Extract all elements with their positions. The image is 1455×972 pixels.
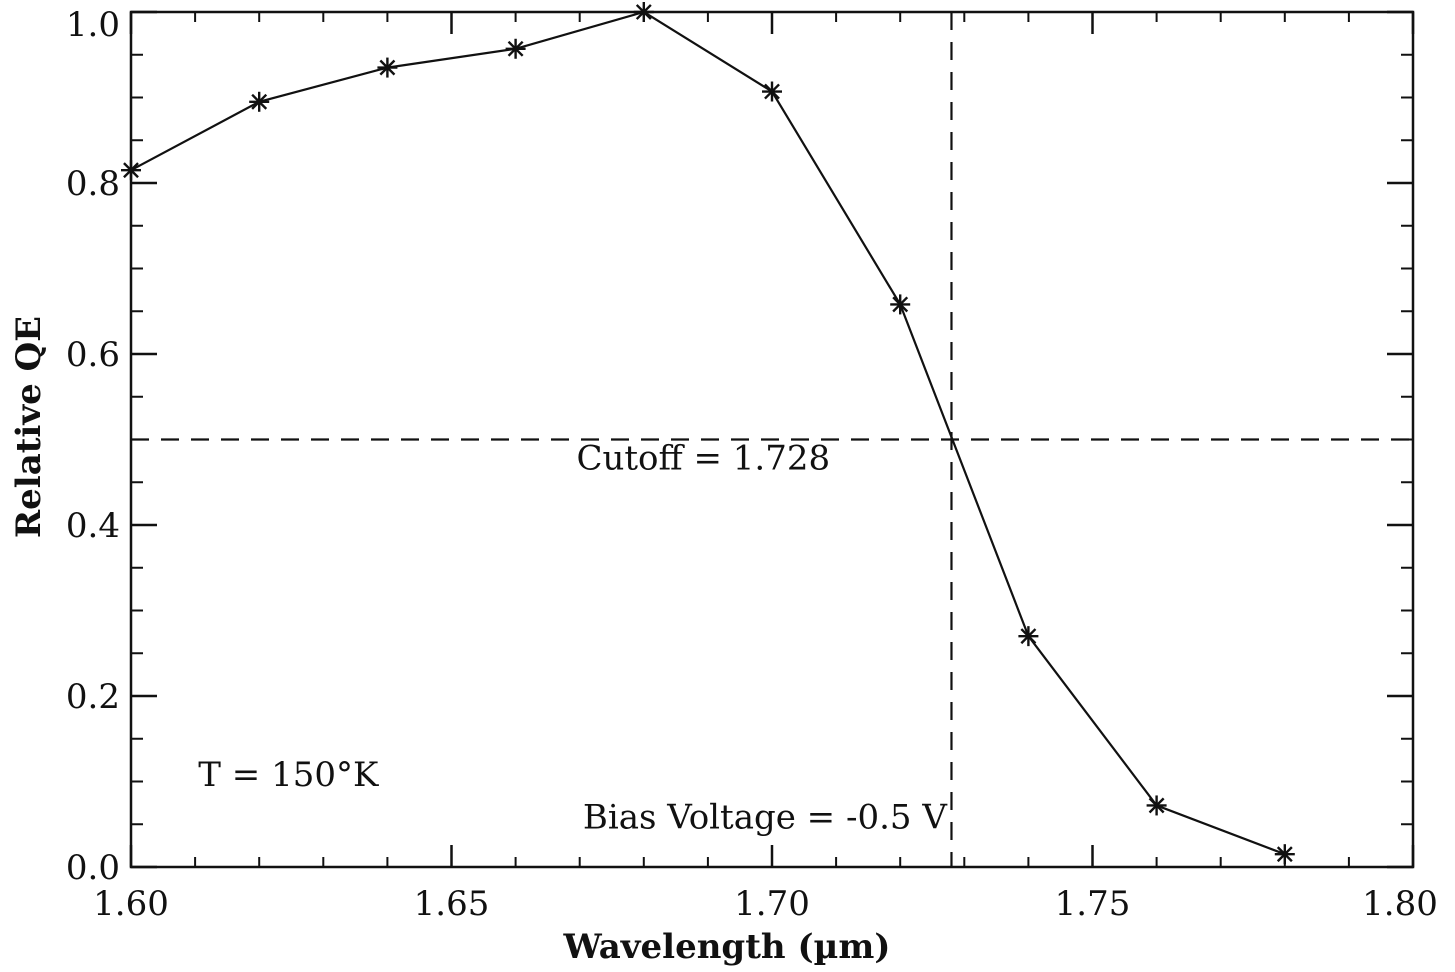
x-tick-labels: 1.60 1.65 1.70 1.75 1.80 xyxy=(93,884,1438,924)
data-point-marker xyxy=(249,91,270,112)
data-point-marker xyxy=(505,38,526,59)
x-tick-label: 1.65 xyxy=(414,884,490,924)
y-axis-title: Relative QE xyxy=(9,316,49,538)
annotation-cutoff: Cutoff = 1.728 xyxy=(576,438,830,478)
annotation-bias: Bias Voltage = -0.5 V xyxy=(583,798,948,838)
annotations: Cutoff = 1.728 T = 150°K Bias Voltage = -0… xyxy=(198,438,948,837)
x-tick-label: 1.80 xyxy=(1362,884,1438,924)
y-tick-label: 1.0 xyxy=(66,5,120,45)
y-tick-labels: 0.0 0.2 0.4 0.6 0.8 1.0 xyxy=(66,5,120,888)
y-tick-label: 0.6 xyxy=(66,335,120,375)
x-tick-label: 1.60 xyxy=(93,884,169,924)
data-point-marker xyxy=(762,81,782,102)
x-tick-label: 1.75 xyxy=(1055,884,1131,924)
series-line xyxy=(130,10,1286,856)
data-point-marker xyxy=(890,294,911,315)
y-tick-label: 0.0 xyxy=(66,848,120,888)
annotation-temperature: T = 150°K xyxy=(198,755,379,795)
y-tick-label: 0.8 xyxy=(66,164,120,204)
data-point-marker xyxy=(1018,626,1039,647)
major-ticks xyxy=(129,10,1415,869)
data-point-marker xyxy=(633,2,654,22)
data-point-marker xyxy=(1146,795,1167,816)
x-tick-label: 1.70 xyxy=(734,884,810,924)
data-point-marker xyxy=(377,57,398,78)
series-layer xyxy=(121,2,1295,865)
y-tick-label: 0.2 xyxy=(66,677,120,717)
x-axis-title: Wavelength (µm) xyxy=(563,927,891,967)
data-point-marker xyxy=(121,160,141,181)
y-tick-label: 0.4 xyxy=(66,506,120,546)
data-point-marker xyxy=(1274,844,1295,865)
